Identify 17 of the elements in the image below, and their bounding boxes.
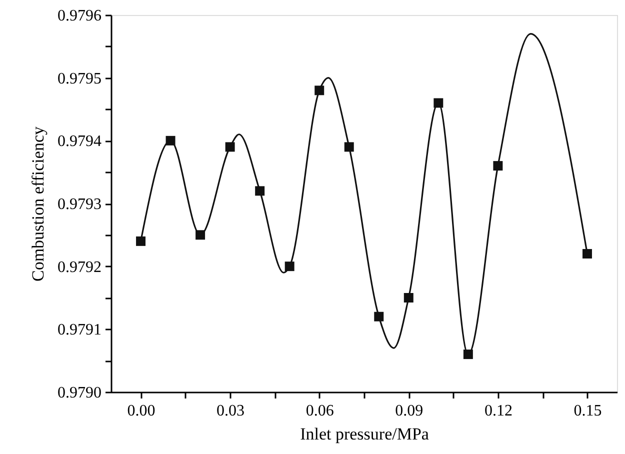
y-tick-label: 0.9792	[58, 258, 102, 276]
y-tick-label: 0.9794	[58, 133, 102, 150]
x-tick-label: 0.09	[395, 402, 424, 420]
point	[136, 236, 146, 246]
x-axis-title: Inlet pressure/MPa	[300, 424, 430, 444]
y-axis-title: Combustion efficiency	[28, 126, 48, 282]
x-tick-label: 0.06	[306, 402, 334, 420]
y-tick-label: 0.9791	[58, 322, 102, 339]
x-tick-label: 0.00	[127, 402, 156, 420]
y-tick-label: 0.9793	[58, 196, 102, 213]
y-tick-label: 0.9796	[58, 8, 102, 24]
y-tick-label: 0.9795	[58, 70, 102, 88]
y-tick-label: 0.9790	[58, 384, 102, 402]
x-tick-label: 0.15	[574, 402, 602, 420]
point	[582, 249, 592, 259]
x-tick-label: 0.12	[484, 402, 512, 420]
x-tick-label: 0.03	[216, 402, 245, 420]
